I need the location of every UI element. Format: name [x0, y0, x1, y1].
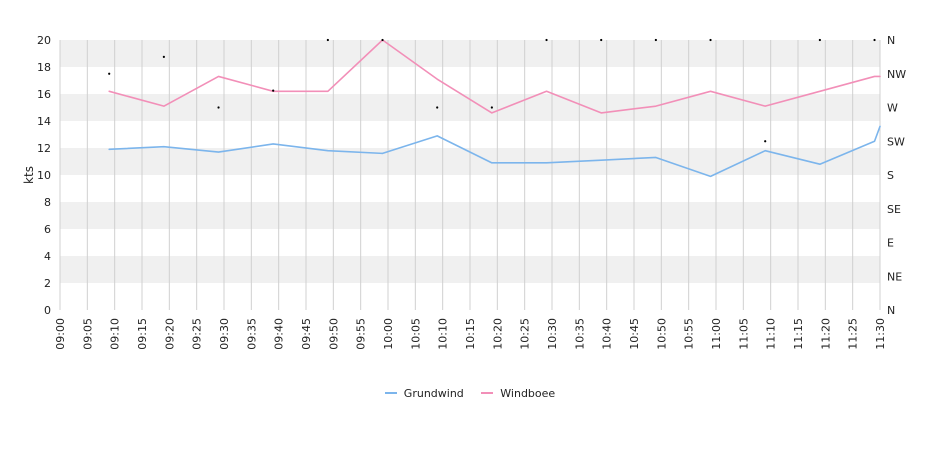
- direction-marker: [381, 38, 384, 42]
- direction-marker: [873, 38, 876, 42]
- legend-item-grundwind[interactable]: Grundwind: [384, 386, 464, 400]
- vertical-gridlines: [59, 40, 881, 310]
- x-tick-label: 09:20: [163, 318, 176, 350]
- x-tick-label: 09:40: [273, 318, 286, 350]
- x-axis-ticks: 09:00 09:05 09:10 09:15 09:20 09:25 09:30 09:35…: [54, 318, 887, 350]
- direction-marker: [764, 140, 767, 143]
- direction-marker: [272, 89, 275, 92]
- y2-tick-label: NW: [887, 68, 906, 81]
- series-line-grundwind: [108, 125, 881, 178]
- x-tick-label: 09:25: [191, 318, 204, 350]
- y2-tick-label: SE: [887, 203, 901, 216]
- series-lines: [108, 39, 881, 178]
- legend: Grundwind Windboee: [0, 384, 940, 400]
- y-tick-label: 18: [37, 61, 51, 74]
- x-tick-label: 10:00: [382, 318, 395, 350]
- y2-tick-label: NE: [887, 270, 902, 283]
- y-tick-label: 10: [37, 169, 51, 182]
- y-tick-label: 12: [37, 142, 51, 155]
- y2-axis-ticks: N NE E SE S SW W NW N: [887, 34, 906, 317]
- legend-label-windboee: Windboee: [500, 386, 556, 400]
- y-tick-label: 6: [44, 223, 51, 236]
- x-tick-label: 09:55: [355, 318, 368, 350]
- y-tick-label: 2: [44, 277, 51, 290]
- x-tick-label: 11:05: [737, 318, 750, 350]
- x-tick-label: 11:20: [819, 318, 832, 350]
- y2-tick-label: W: [887, 102, 898, 115]
- x-tick-label: 09:45: [300, 318, 313, 350]
- x-tick-label: 11:00: [710, 318, 723, 350]
- y-axis-title: kts: [22, 166, 36, 184]
- x-tick-label: 11:25: [847, 318, 860, 350]
- y-tick-label: 16: [37, 88, 51, 101]
- y-tick-label: 14: [37, 115, 51, 128]
- x-tick-label: 10:30: [546, 318, 559, 350]
- direction-marker: [326, 38, 329, 42]
- direction-marker: [436, 106, 439, 109]
- x-tick-label: 10:35: [573, 318, 586, 350]
- x-tick-label: 09:35: [245, 318, 258, 350]
- y-axis-ticks: 0 2 4 6 8 10 12 14 16 18 20: [37, 34, 51, 317]
- y-tick-label: 8: [44, 196, 51, 209]
- x-tick-label: 10:15: [464, 318, 477, 350]
- x-tick-label: 09:50: [327, 318, 340, 350]
- x-tick-label: 09:30: [218, 318, 231, 350]
- x-tick-label: 09:00: [54, 318, 67, 350]
- x-tick-label: 10:25: [519, 318, 532, 350]
- y-tick-label: 0: [44, 304, 51, 317]
- legend-label-grundwind: Grundwind: [403, 386, 464, 400]
- x-tick-label: 10:45: [628, 318, 641, 350]
- x-tick-label: 09:05: [81, 318, 94, 350]
- direction-marker: [709, 38, 712, 42]
- legend-swatch-windboee: [481, 392, 494, 394]
- y2-tick-label: SW: [887, 135, 905, 148]
- x-tick-label: 10:05: [409, 318, 422, 350]
- direction-markers: [108, 38, 876, 143]
- x-tick-label: 11:15: [792, 318, 805, 350]
- x-tick-label: 10:20: [491, 318, 504, 350]
- direction-marker: [217, 106, 220, 109]
- y2-tick-label: E: [887, 237, 894, 250]
- y-tick-label: 20: [37, 34, 51, 47]
- y2-tick-label: S: [887, 169, 894, 182]
- legend-swatch-grundwind: [384, 392, 397, 394]
- x-tick-label: 11:30: [874, 318, 887, 350]
- direction-marker: [818, 38, 821, 42]
- direction-marker: [654, 38, 657, 42]
- legend-item-windboee[interactable]: Windboee: [481, 387, 555, 400]
- x-tick-label: 10:50: [655, 318, 668, 350]
- x-tick-label: 11:10: [765, 318, 778, 350]
- direction-marker: [545, 38, 548, 42]
- direction-marker: [162, 55, 165, 58]
- x-tick-label: 10:40: [601, 318, 614, 350]
- direction-marker: [600, 38, 603, 42]
- x-tick-label: 10:55: [683, 318, 696, 350]
- direction-marker: [108, 72, 111, 75]
- x-tick-label: 09:15: [136, 318, 149, 350]
- direction-marker: [490, 106, 493, 109]
- x-tick-label: 10:10: [437, 318, 450, 350]
- y2-tick-label: N: [887, 34, 895, 47]
- y-tick-label: 4: [44, 250, 51, 263]
- y2-tick-label: N: [887, 304, 895, 317]
- series-line-windboee: [108, 39, 881, 114]
- x-tick-label: 09:10: [109, 318, 122, 350]
